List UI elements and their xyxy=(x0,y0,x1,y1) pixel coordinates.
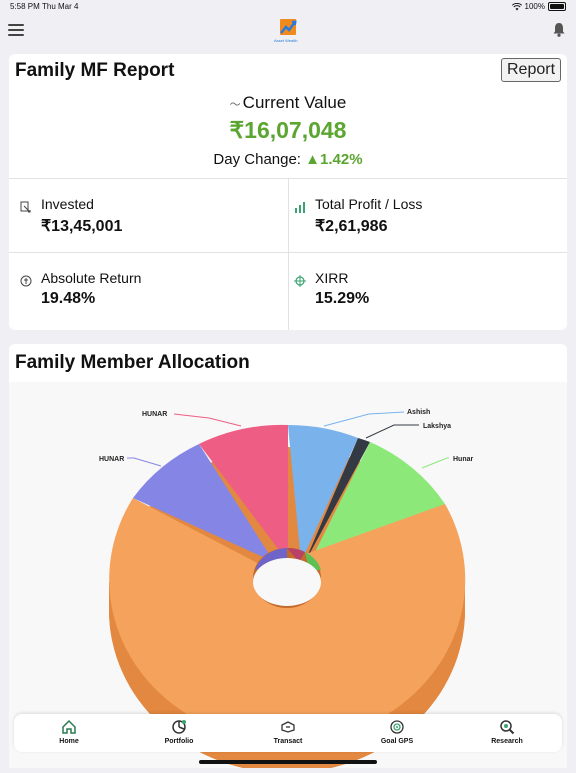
allocation-title: Family Member Allocation xyxy=(15,352,250,373)
home-indicator xyxy=(199,760,377,764)
report-title: Family MF Report xyxy=(15,60,175,81)
absolute-return-value: 19.48% xyxy=(41,290,96,307)
bar-chart-icon xyxy=(295,202,305,213)
family-mf-report-card: Family MF Report Report 〜 Current Value ₹… xyxy=(9,54,567,330)
tab-home-label: Home xyxy=(59,738,79,745)
allocation-chart-area: Ashish Lakshya Hunar HUNAR HUNAR xyxy=(9,382,567,773)
label-ashish: Ashish xyxy=(407,409,430,416)
invested-icon xyxy=(20,201,31,213)
current-value-label: Current Value xyxy=(242,93,347,112)
tab-goal-gps[interactable]: Goal GPS xyxy=(342,714,452,752)
hamburger-menu-icon[interactable] xyxy=(8,24,24,36)
status-time: 5:58 PM xyxy=(10,2,40,11)
tab-portfolio[interactable]: Portfolio xyxy=(124,714,234,752)
orange-slice xyxy=(109,498,466,743)
xirr-label: XIRR xyxy=(315,270,349,286)
total-profit-value: ₹2,61,986 xyxy=(315,218,388,235)
tab-goal-gps-label: Goal GPS xyxy=(380,738,414,745)
invested-label: Invested xyxy=(41,196,94,212)
status-date: Thu Mar 4 xyxy=(42,2,79,11)
status-right: 100% xyxy=(511,2,566,11)
ashish-slice xyxy=(288,424,358,562)
app-logo: Asset Wealth xyxy=(274,18,300,46)
absolute-return-label: Absolute Return xyxy=(41,270,142,286)
lakshya-slice xyxy=(304,438,370,564)
label-lakshya: Lakshya xyxy=(423,423,451,430)
family-member-allocation-card: Family Member Allocation xyxy=(9,344,567,773)
portfolio-icon xyxy=(172,720,186,734)
research-icon xyxy=(500,720,515,735)
bottom-tab-bar: Home Portfolio Transact Goal GPS Researc… xyxy=(14,714,562,752)
tab-research[interactable]: Research xyxy=(452,714,562,752)
day-change-label: Day Change: xyxy=(213,151,301,168)
home-icon xyxy=(62,719,76,734)
hunar-green-slice xyxy=(307,442,445,568)
coin-icon xyxy=(20,275,32,287)
invested-value: ₹13,45,001 xyxy=(41,218,123,235)
hunar-purple-slice xyxy=(133,444,274,562)
hunar-red-slice xyxy=(199,424,288,562)
tab-transact-label: Transact xyxy=(273,738,303,745)
bell-icon[interactable] xyxy=(552,22,566,37)
divider xyxy=(288,178,289,330)
label-hunar-green: Hunar xyxy=(453,456,474,463)
xirr-value: 15.29% xyxy=(315,290,370,307)
tab-research-label: Research xyxy=(491,738,523,745)
tab-home[interactable]: Home xyxy=(14,714,124,752)
battery-percent: 100% xyxy=(524,2,545,11)
day-change-row: Day Change: ▲1.42% xyxy=(9,151,567,168)
tab-transact[interactable]: Transact xyxy=(233,714,343,752)
current-value: ₹16,07,048 xyxy=(229,117,347,143)
target-icon xyxy=(294,275,306,287)
wifi-icon xyxy=(511,2,522,10)
label-hunar-red: HUNAR xyxy=(142,411,167,418)
trend-icon: 〜 xyxy=(229,99,241,111)
transact-icon xyxy=(281,721,295,733)
up-arrow-icon: ▲ xyxy=(305,151,321,168)
logo-icon xyxy=(280,19,297,35)
label-hunar-purple: HUNAR xyxy=(99,456,124,463)
day-change-value: 1.42% xyxy=(320,151,363,168)
nav-bar: Asset Wealth xyxy=(0,14,576,46)
status-bar: 5:58 PM Thu Mar 4 100% xyxy=(0,0,576,14)
report-button[interactable]: Report xyxy=(501,58,561,82)
allocation-donut-chart: Ashish Lakshya Hunar HUNAR HUNAR xyxy=(99,409,474,773)
current-value-label-row: 〜 Current Value xyxy=(9,93,567,113)
total-profit-label: Total Profit / Loss xyxy=(315,196,423,212)
battery-icon xyxy=(548,2,566,11)
goal-gps-icon xyxy=(390,720,404,734)
logo-text: Asset Wealth xyxy=(274,38,298,43)
tab-portfolio-label: Portfolio xyxy=(164,738,194,745)
